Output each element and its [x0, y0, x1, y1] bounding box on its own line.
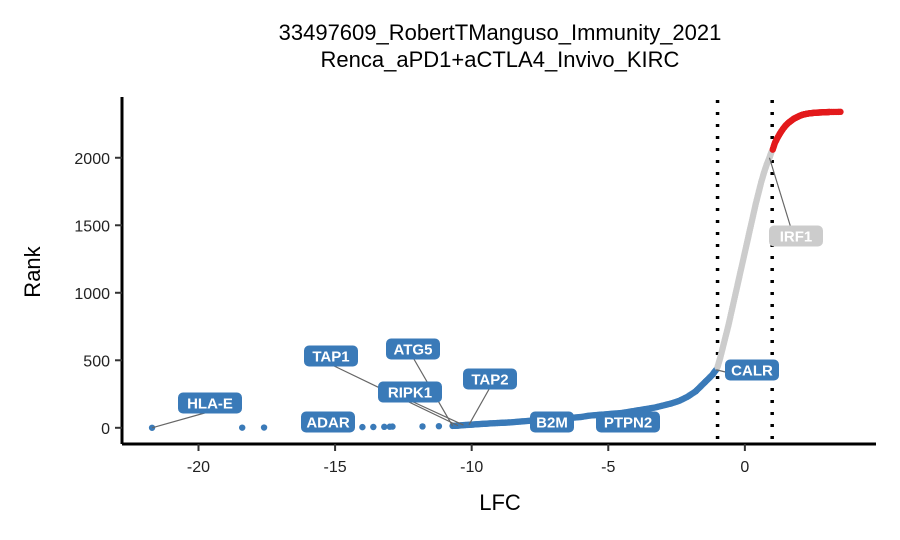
chart-title-line-2: Renca_aPD1+aCTLA4_Invivo_KIRC [321, 47, 680, 72]
y-axis-title: Rank [20, 245, 45, 297]
x-tick-label: 0 [740, 459, 749, 476]
gene-label-text: PTPN2 [604, 415, 652, 432]
gene-label-tap2: TAP2 [463, 368, 517, 426]
axes: -20 -15 -10 -5 0 0 500 1000 1500 2000 [74, 97, 876, 476]
data-point-down [359, 423, 366, 431]
x-tick-label: -15 [324, 459, 347, 476]
x-tick-label: -20 [187, 459, 210, 476]
gene-label-box [304, 345, 358, 367]
gene-label-box [386, 338, 440, 360]
y-tick-label: 0 [101, 421, 110, 438]
gene-label-box [378, 381, 442, 403]
gene-label-box [596, 411, 660, 433]
gene-label-calr: CALR [716, 359, 779, 381]
x-tick-label: -10 [460, 459, 483, 476]
data-point-down [239, 424, 246, 431]
gene-label-box [301, 411, 355, 433]
data-point-down [381, 423, 388, 431]
x-tick-label: -5 [601, 459, 615, 476]
gene-label-ripk1: RIPK1 [378, 381, 464, 426]
gene-label-irf1: IRF1 [768, 157, 823, 247]
gene-label-text: RIPK1 [388, 385, 432, 402]
gene-label-text: CALR [731, 363, 773, 380]
gene-label-text: TAP2 [471, 372, 508, 389]
data-point-down [260, 424, 268, 431]
gene-label-box [530, 411, 574, 433]
gene-label-b2m: B2M [530, 411, 574, 433]
data-point-down [370, 423, 377, 431]
y-tick-label: 2000 [74, 151, 110, 168]
gene-label-box [725, 359, 779, 381]
gene-label-text: ATG5 [394, 342, 433, 359]
data-point-down [419, 423, 426, 430]
gene-label-text: B2M [536, 415, 568, 432]
gene-label-text: HLA-E [187, 396, 233, 413]
gene-label-box [769, 225, 823, 247]
y-tick-label: 1500 [74, 218, 110, 235]
data-point-up [837, 108, 844, 116]
data-point-down [389, 423, 396, 430]
label-leader-line [468, 387, 491, 426]
gene-label-box [178, 392, 242, 414]
gene-label-hla-e: HLA-E [151, 392, 242, 429]
data-point-down [435, 422, 443, 430]
gene-label-text: TAP1 [312, 349, 349, 366]
gene-label-ptpn2: PTPN2 [596, 411, 660, 433]
label-leader-line [409, 399, 464, 426]
gene-label-box [463, 368, 517, 390]
gene-label-text: IRF1 [780, 229, 813, 246]
gene-labels: HLA-E ADAR TAP1 ATG5 RIPK1 TAP2 B2M PTPN2 CALR IR… [151, 157, 823, 433]
gene-label-adar: ADAR [301, 411, 355, 433]
x-axis-title: LFC [479, 490, 521, 515]
label-leader-line [151, 410, 211, 429]
threshold-lines [715, 100, 774, 444]
chart-title-line-1: 33497609_RobertTManguso_Immunity_2021 [279, 20, 722, 45]
y-tick-label: 500 [83, 353, 110, 370]
gene-label-text: ADAR [306, 415, 349, 432]
chart-title: 33497609_RobertTManguso_Immunity_2021 Re… [279, 20, 722, 72]
y-tick-label: 1000 [74, 286, 110, 303]
